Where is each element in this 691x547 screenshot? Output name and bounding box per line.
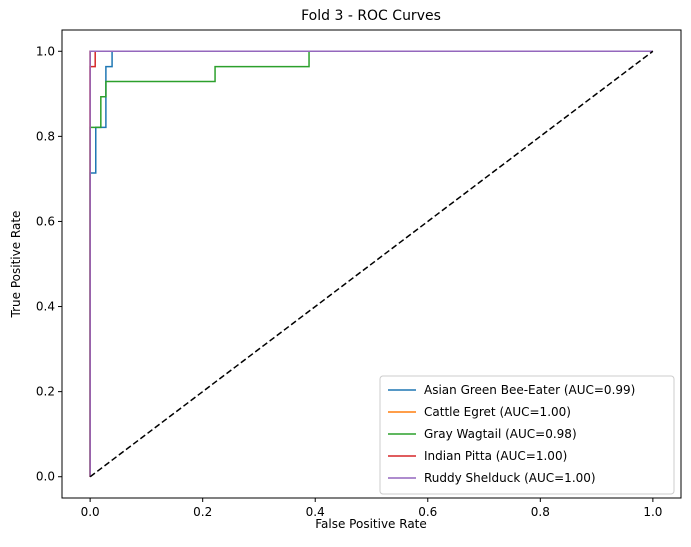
legend-box	[379, 375, 675, 495]
chart-title: Fold 3 - ROC Curves	[301, 8, 441, 24]
axes-frame	[61, 29, 682, 499]
series-line-4	[89, 50, 653, 477]
plot-area	[61, 29, 682, 499]
y-axis-label: True Positive Rate	[9, 211, 23, 319]
y-tick-label: 0.6	[36, 214, 55, 228]
x-tick-label: 0.2	[193, 505, 212, 519]
x-axis-label: False Positive Rate	[315, 517, 427, 531]
x-tick-label: 0.8	[531, 505, 550, 519]
legend-entry-label: Cattle Egret (AUC=1.00)	[424, 405, 571, 419]
reference-diagonal-line	[89, 50, 654, 478]
x-tick-label: 1.0	[643, 505, 662, 519]
x-axis: 0.0 0.2 0.4 0.6 0.8 1.0	[81, 498, 662, 519]
y-tick-label: 0.2	[36, 385, 55, 399]
legend-entry-label: Asian Green Bee-Eater (AUC=0.99)	[424, 383, 635, 397]
x-tick-label: 0.6	[418, 505, 437, 519]
legend-entry-label: Indian Pitta (AUC=1.00)	[424, 449, 567, 463]
y-tick-label: 1.0	[36, 44, 55, 58]
x-tick-label: 0.0	[81, 505, 100, 519]
legend-entry-label: Ruddy Shelduck (AUC=1.00)	[424, 471, 596, 485]
y-tick-label: 0.0	[36, 470, 55, 484]
y-tick-label: 0.8	[36, 129, 55, 143]
y-tick-label: 0.4	[36, 300, 55, 314]
y-axis: 0.0 0.2 0.4 0.6 0.8 1.0	[36, 44, 62, 484]
series-line-2	[89, 50, 653, 477]
series-line-0	[89, 50, 653, 477]
legend: Asian Green Bee-Eater (AUC=0.99) Cattle E…	[379, 375, 675, 495]
legend-entry-label: Gray Wagtail (AUC=0.98)	[424, 427, 577, 441]
x-tick-label: 0.4	[306, 505, 325, 519]
